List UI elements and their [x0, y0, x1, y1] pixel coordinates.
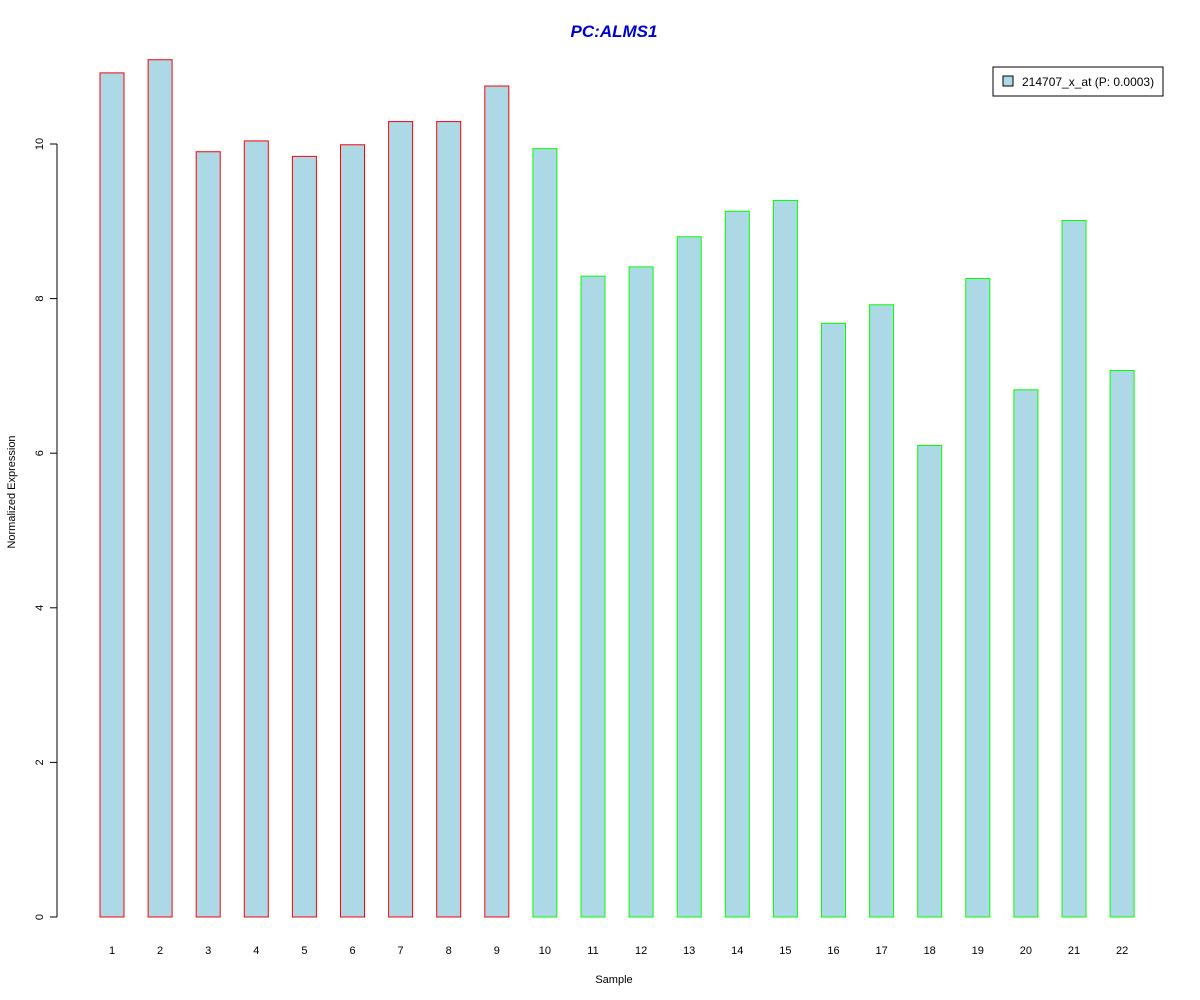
- x-tick-label: 9: [494, 945, 500, 957]
- bar-sample-18: [917, 444, 943, 918]
- y-axis-label: Normalized Expression: [6, 435, 18, 548]
- x-tick-label: 2: [157, 945, 163, 957]
- x-tick-label: 5: [301, 945, 307, 957]
- x-tick-label: 3: [205, 945, 211, 957]
- x-tick-label: 16: [827, 945, 839, 957]
- x-tick-label: 14: [731, 945, 743, 957]
- bar-sample-11: [580, 275, 606, 918]
- bar-sample-20: [1013, 389, 1039, 918]
- x-axis-label: Sample: [595, 974, 632, 986]
- y-tick-label: 8: [34, 296, 46, 302]
- bars: [99, 59, 1135, 918]
- bar-sample-6: [340, 144, 365, 918]
- x-tick-label: 1: [109, 945, 115, 957]
- bar-sample-21: [1061, 220, 1087, 918]
- legend-label: 214707_x_at (P: 0.0003): [1022, 75, 1154, 89]
- x-tick-label: 8: [446, 945, 452, 957]
- x-tick-label: 21: [1068, 945, 1080, 957]
- bar-sample-17: [869, 304, 895, 918]
- bar-sample-5: [291, 155, 317, 918]
- bar-sample-22: [1109, 369, 1135, 918]
- bar-sample-7: [388, 121, 414, 918]
- y-tick-label: 0: [34, 914, 46, 920]
- x-tick-label: 4: [253, 945, 259, 957]
- legend: 214707_x_at (P: 0.0003): [992, 66, 1164, 97]
- x-tick-label: 6: [349, 945, 355, 957]
- x-tick-label: 15: [779, 945, 791, 957]
- x-tick-label: 7: [398, 945, 404, 957]
- bar-sample-13: [676, 236, 702, 918]
- legend-swatch: [1002, 75, 1014, 87]
- bar-sample-4: [243, 140, 269, 918]
- bar-sample-16: [821, 322, 846, 918]
- y-tick-label: 4: [34, 605, 46, 611]
- x-tick-label: 11: [587, 945, 598, 957]
- x-tick-label: 12: [635, 945, 647, 957]
- bar-sample-8: [436, 121, 462, 918]
- bar-sample-1: [99, 72, 125, 918]
- bar-sample-19: [965, 278, 991, 918]
- x-tick-label: 22: [1116, 945, 1128, 957]
- bar-sample-2: [147, 59, 173, 918]
- x-tick-labels: 1 2 3 4 5 6 7 8 9 10 11 12 13 14 15 16 17 18 19 20 21 22: [109, 945, 1128, 957]
- x-tick-label: 19: [972, 945, 984, 957]
- y-tick-label: 2: [34, 759, 46, 765]
- y-axis: 0 2 4 6 8 10: [34, 138, 58, 920]
- bar-sample-9: [484, 85, 510, 918]
- bar-sample-10: [532, 148, 558, 918]
- x-tick-label: 10: [539, 945, 551, 957]
- bar-sample-3: [195, 151, 221, 918]
- bar-sample-14: [724, 210, 750, 918]
- chart-title: PC:ALMS1: [571, 22, 658, 41]
- y-tick-label: 6: [34, 450, 46, 456]
- bar-sample-15: [772, 199, 798, 918]
- x-tick-label: 18: [924, 945, 936, 957]
- legend-box: [992, 66, 1164, 97]
- x-tick-label: 20: [1020, 945, 1032, 957]
- x-tick-label: 13: [683, 945, 695, 957]
- y-tick-label: 10: [34, 138, 46, 150]
- bar-sample-12: [628, 266, 654, 918]
- x-tick-label: 17: [875, 945, 887, 957]
